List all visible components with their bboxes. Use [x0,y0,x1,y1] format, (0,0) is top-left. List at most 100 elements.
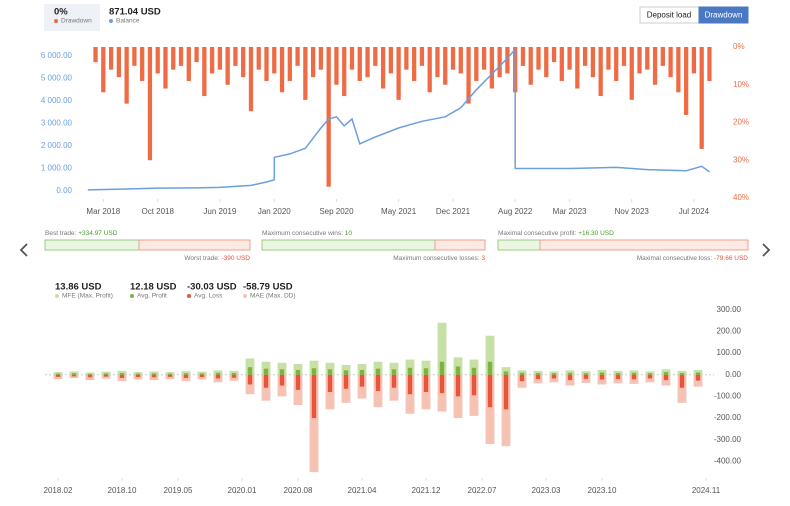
bar [247,367,253,375]
drawdown-bar [582,47,588,66]
stat-value: -79.66 USD [714,255,748,262]
bar [151,374,157,378]
bar [389,362,399,375]
bar [391,374,397,388]
x-tick-label: Jun 2019 [203,207,236,216]
drawdown-bar [614,47,619,81]
stat-label: Maximal consecutive profit: [498,230,577,237]
y2-tick-label: 10% [733,80,749,89]
drawdown-bar [691,47,697,74]
x-tick-label: 2023.03 [532,486,561,495]
stat-label: Maximum consecutive wins: [262,230,343,237]
legend-value: 12.18 USD [130,282,177,293]
bar [215,374,221,379]
bar [181,371,191,375]
bar [359,369,365,375]
stat-value: -390 USD [221,255,250,262]
drawdown-bar [598,47,603,97]
stat-label: Worst trade: [184,255,219,262]
legend-label: Balance [116,18,140,25]
drawdown-bar [326,47,331,187]
drawdown-bar [388,47,393,74]
y-tick-label: 3 000.00 [41,119,73,128]
stat-bar-positive [261,239,436,251]
stat-bar-negative [539,239,749,251]
legend-dot [109,19,113,23]
bar [343,370,349,375]
bar [375,374,381,391]
bar [197,371,207,375]
stat-label: Best trade: [45,230,77,237]
legend-value: 13.86 USD [55,282,102,293]
drawdown-bar [676,47,681,93]
bar [583,373,589,375]
bar [309,360,319,375]
bar [533,370,543,375]
bar [471,374,477,396]
nav-next[interactable] [762,243,771,257]
drawdown-bar [202,47,207,97]
bar [647,373,653,375]
legend-label: MAE (Max. DD) [250,293,296,300]
drawdown-bar [233,47,238,66]
bar [151,373,157,375]
drawdown-bar [404,47,409,70]
bar [679,372,685,375]
y-tick-label: -100.00 [714,391,742,400]
drawdown-bar [287,47,292,81]
drawdown-bar [256,47,261,70]
bar [167,373,173,375]
y-tick-label: 300.00 [717,305,742,314]
x-tick-label: Mar 2018 [86,207,120,216]
bar [677,370,687,375]
button-active[interactable] [698,6,749,24]
nav-prev[interactable] [19,243,28,257]
legend-label: Drawdown [61,18,92,25]
drawdown-bar [419,47,425,66]
bar [263,368,269,375]
bar [133,372,143,375]
bar [245,358,255,375]
bar [567,374,573,381]
bar [391,369,397,375]
stat-bar-negative [138,239,251,251]
bar [357,363,367,375]
y-tick-label: -300.00 [714,435,742,444]
x-tick-label: 2024.11 [692,486,721,495]
drawdown-bar [124,47,129,104]
bar [693,369,703,375]
drawdown-bar [334,47,339,85]
bar [695,374,701,381]
stat-label: Maximal consecutive loss: [637,255,713,262]
drawdown-bar [645,47,650,70]
drawdown-bar [171,47,176,70]
bar [71,374,77,377]
stat-value: +334.97 USD [78,230,118,237]
bar [277,362,287,375]
bar [87,373,93,375]
drawdown-bar [551,47,557,63]
bar [295,369,301,375]
drawdown-bar [279,47,285,93]
button-label[interactable]: Drawdown [705,11,743,20]
bar [167,374,173,377]
drawdown-bar [264,47,269,81]
bar [629,374,639,384]
bar [599,374,605,380]
bar [583,374,589,379]
bar [501,367,511,375]
drawdown-bar [303,47,308,100]
bar [213,370,223,375]
bar [229,370,239,375]
y2-tick-label: 20% [733,118,749,127]
drawdown-bar [707,47,712,81]
button-label[interactable]: Deposit load [647,11,691,20]
x-tick-label: 2018.10 [108,486,137,495]
y-tick-label: 4 000.00 [41,96,73,105]
bar [311,368,317,375]
bar [71,373,77,375]
legend-label: MFE (Max. Profit) [62,293,113,300]
stat-label: Best trade: +334.97 USD [45,230,118,237]
legend-value: -30.03 USD [187,282,237,293]
stat-group: Best trade: +334.97 USD Worst trade: -39… [44,230,251,262]
